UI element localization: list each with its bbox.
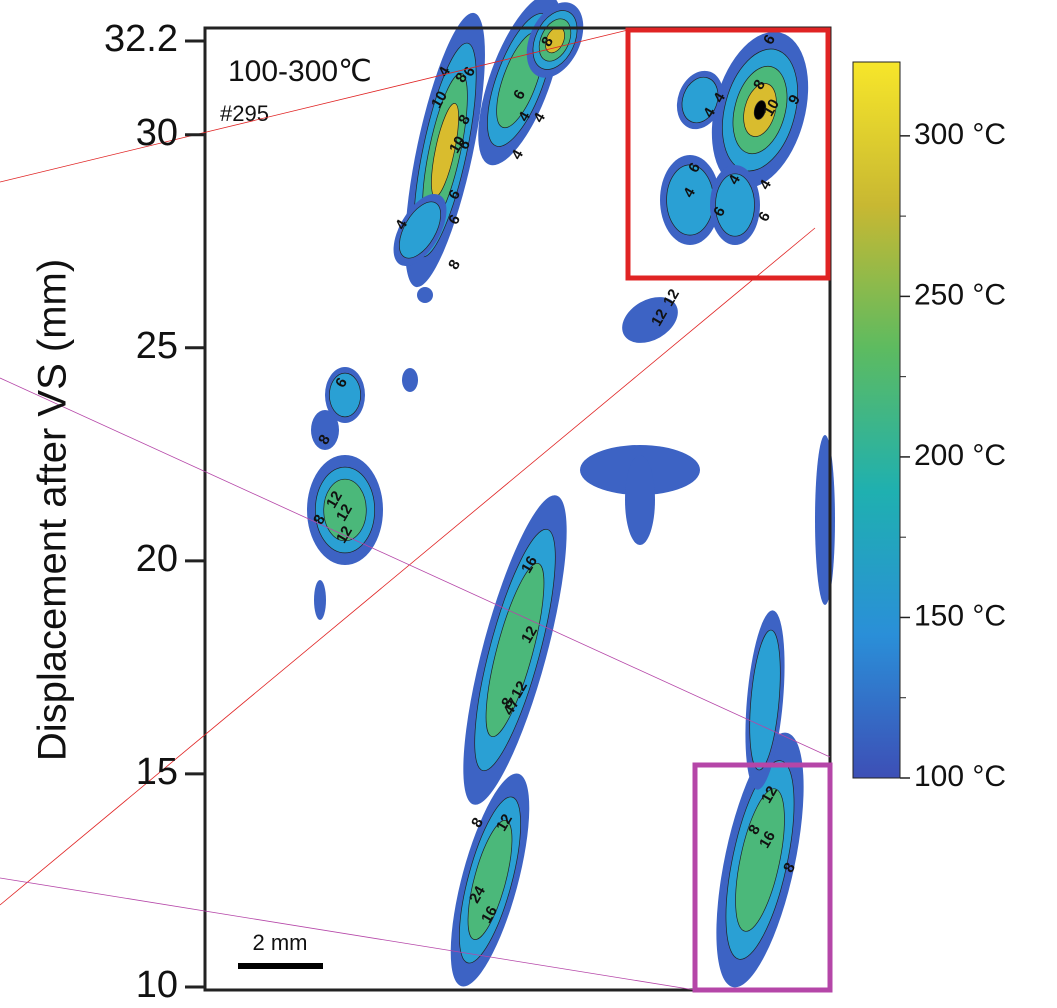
contour-label: 12: [758, 783, 781, 806]
plot-frame: [203, 26, 832, 992]
y-tick-label: 15: [136, 751, 178, 793]
y-tick-label: 20: [136, 538, 178, 580]
hot-spot: [314, 580, 326, 620]
contour-label: 8: [445, 257, 464, 273]
hot-spot: [329, 372, 361, 418]
colorbar-tick-label: 100 °C: [914, 760, 1006, 793]
contour-label: 16: [756, 828, 779, 851]
hot-spot: [815, 435, 835, 605]
contour-label: 12: [333, 501, 356, 524]
contour-label: 10: [760, 96, 783, 119]
hot-spot: [625, 455, 655, 545]
y-tick-label: 10: [136, 964, 178, 1006]
hot-spot: [681, 76, 719, 124]
highlight-box-red: [625, 27, 831, 281]
hot-spot: [622, 297, 678, 343]
contour-label: 47: [500, 695, 523, 718]
hot-spot: [417, 287, 433, 303]
contour-label: 10: [428, 88, 451, 111]
hot-spot: [467, 820, 513, 940]
contour-label: 12: [648, 306, 671, 329]
hot-spot: [715, 173, 755, 237]
y-axis-label: Displacement after VS (mm): [31, 259, 75, 761]
hot-spot: [402, 368, 418, 392]
contour-label: 10: [446, 133, 469, 156]
contour-label: 12: [660, 286, 683, 309]
thermal-map: [307, 0, 835, 988]
hot-spot: [735, 788, 785, 932]
colorbar-tick-label: 200 °C: [914, 439, 1006, 472]
contour-label: 12: [508, 678, 531, 701]
hot-spot: [311, 410, 339, 450]
contour-label: 12: [333, 523, 356, 546]
connector-line: [0, 29, 629, 183]
contour-label: 12: [518, 623, 541, 646]
highlight-box-purple: [692, 762, 833, 993]
contour-label: 12: [493, 811, 516, 834]
connector-line: [0, 877, 696, 991]
annotation-id: #295: [220, 101, 269, 126]
y-tick-label: 25: [136, 325, 178, 367]
contour-label: 6: [755, 209, 774, 225]
y-tick-label: 32.2: [104, 18, 178, 60]
hot-spot: [399, 201, 441, 259]
connector-line: [0, 377, 831, 758]
contour-label: 24: [466, 883, 489, 907]
contour-label: 12: [323, 488, 346, 511]
hot-spot: [323, 478, 367, 542]
colorbar: [852, 61, 901, 779]
y-tick-label: 30: [136, 112, 178, 154]
contour-label: 4: [508, 146, 527, 162]
contour-label: 16: [518, 553, 541, 576]
contour-label: 16: [478, 903, 501, 926]
colorbar-tick-label: 300 °C: [914, 118, 1006, 151]
hot-spot: [666, 164, 714, 236]
hot-spot: [749, 629, 781, 771]
hot-spot: [485, 562, 545, 738]
connector-line: [0, 227, 816, 906]
annotation-range: 100-300℃: [228, 55, 372, 88]
colorbar-tick-label: 150 °C: [914, 599, 1006, 632]
hot-spot: [753, 100, 767, 120]
colorbar-tick-label: 250 °C: [914, 278, 1006, 311]
scale-bar-label: 2 mm: [253, 930, 308, 955]
